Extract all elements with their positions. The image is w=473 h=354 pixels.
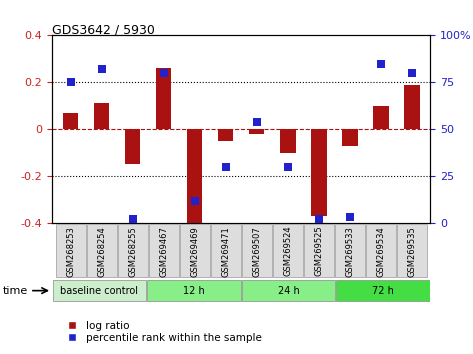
Text: GSM269524: GSM269524 <box>283 226 292 276</box>
FancyBboxPatch shape <box>147 280 241 302</box>
FancyBboxPatch shape <box>336 280 430 302</box>
FancyBboxPatch shape <box>397 224 427 277</box>
FancyBboxPatch shape <box>242 280 335 302</box>
Bar <box>63 113 79 129</box>
Bar <box>249 129 264 134</box>
Bar <box>342 129 358 145</box>
Legend: log ratio, percentile rank within the sample: log ratio, percentile rank within the sa… <box>57 317 266 347</box>
Text: GSM269535: GSM269535 <box>407 226 416 276</box>
Text: 12 h: 12 h <box>183 286 205 296</box>
Bar <box>280 129 296 153</box>
Text: GSM269533: GSM269533 <box>345 226 354 276</box>
Point <box>408 70 416 76</box>
FancyBboxPatch shape <box>53 280 146 302</box>
Text: 24 h: 24 h <box>278 286 299 296</box>
Point <box>377 61 385 67</box>
Point <box>346 215 354 220</box>
FancyBboxPatch shape <box>118 224 148 277</box>
FancyBboxPatch shape <box>273 224 303 277</box>
Text: baseline control: baseline control <box>61 286 138 296</box>
Bar <box>156 68 171 129</box>
Text: GSM269467: GSM269467 <box>159 226 168 276</box>
Text: time: time <box>2 286 27 296</box>
FancyBboxPatch shape <box>149 224 179 277</box>
FancyBboxPatch shape <box>335 224 365 277</box>
Bar <box>404 85 420 129</box>
FancyBboxPatch shape <box>304 224 333 277</box>
FancyBboxPatch shape <box>56 224 86 277</box>
Text: GSM269534: GSM269534 <box>377 226 385 276</box>
FancyBboxPatch shape <box>366 224 396 277</box>
Text: GSM268253: GSM268253 <box>66 226 75 276</box>
Text: GSM268254: GSM268254 <box>97 226 106 276</box>
FancyBboxPatch shape <box>242 224 272 277</box>
Point <box>222 164 229 170</box>
Bar <box>94 103 109 129</box>
Point <box>98 66 105 72</box>
FancyBboxPatch shape <box>87 224 116 277</box>
Point <box>67 79 74 85</box>
Text: GSM269471: GSM269471 <box>221 226 230 276</box>
Text: GSM269469: GSM269469 <box>190 226 199 276</box>
Point <box>315 216 323 222</box>
Text: GSM268255: GSM268255 <box>128 226 137 276</box>
Point <box>284 164 291 170</box>
Text: 72 h: 72 h <box>372 286 394 296</box>
Bar <box>311 129 326 216</box>
Bar <box>218 129 234 141</box>
FancyBboxPatch shape <box>211 224 241 277</box>
Text: GSM269525: GSM269525 <box>314 226 323 276</box>
FancyBboxPatch shape <box>180 224 210 277</box>
Point <box>129 216 136 222</box>
Point <box>160 70 167 76</box>
Point <box>191 198 199 203</box>
Bar <box>125 129 140 164</box>
Text: GSM269507: GSM269507 <box>252 226 261 276</box>
Text: GDS3642 / 5930: GDS3642 / 5930 <box>52 23 155 36</box>
Bar <box>187 129 202 225</box>
Point <box>253 119 261 125</box>
Bar <box>373 106 388 129</box>
